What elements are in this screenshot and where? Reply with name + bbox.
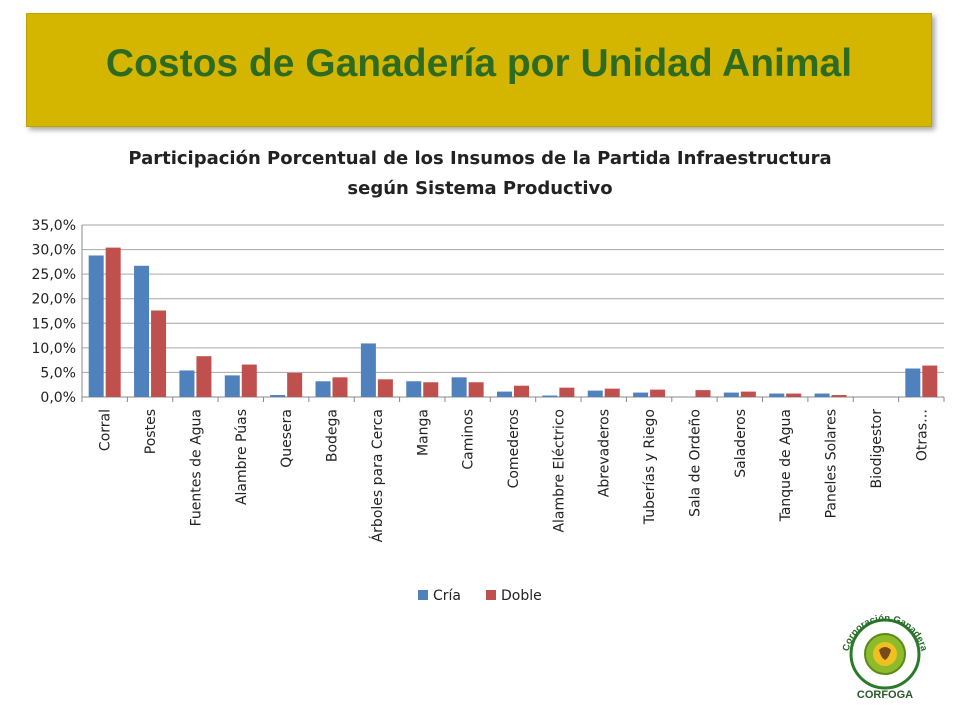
x-category-label: Bodega xyxy=(325,409,341,462)
bar-cria xyxy=(633,392,649,397)
legend-label-doble: Doble xyxy=(501,588,542,604)
title-banner: Costos de Ganadería por Unidad Animal xyxy=(26,13,932,127)
bar-doble xyxy=(105,247,121,397)
y-tick-label: 20,0% xyxy=(32,292,76,308)
x-category-label: Alambre Eléctrico xyxy=(551,409,567,533)
x-category-label: Otras… xyxy=(914,409,930,461)
x-category-label: Postes xyxy=(143,409,159,454)
y-tick-label: 30,0% xyxy=(32,243,76,259)
bar-cria xyxy=(723,392,739,397)
bar-cria xyxy=(587,390,603,397)
chart-title-line-2: según Sistema Productivo xyxy=(347,178,613,199)
bar-doble xyxy=(740,391,756,397)
x-category-label: Corral xyxy=(98,409,114,451)
bar-cria xyxy=(88,255,104,397)
bar-doble xyxy=(922,365,938,397)
bar-doble xyxy=(831,395,847,397)
bar-cria xyxy=(224,375,240,397)
x-category-label: Sala de Ordeño xyxy=(687,409,703,517)
x-category-label: Comederos xyxy=(506,409,522,488)
bar-doble xyxy=(287,372,303,397)
x-category-label: Fuentes de Agua xyxy=(188,409,204,526)
bar-doble xyxy=(695,390,711,397)
y-tick-label: 5,0% xyxy=(40,365,76,381)
x-category-label: Árboles para Cerca xyxy=(369,409,386,542)
bar-doble xyxy=(468,382,484,397)
bar-cria xyxy=(270,395,286,397)
bar-doble xyxy=(241,364,257,397)
legend-swatch-doble xyxy=(486,590,496,600)
bar-doble xyxy=(604,388,620,397)
x-category-label: Caminos xyxy=(461,409,477,470)
x-category-label: Manga xyxy=(415,409,431,456)
bar-doble xyxy=(151,310,167,397)
bar-cria xyxy=(406,381,422,397)
x-category-label: Tanque de Agua xyxy=(778,409,794,522)
bar-cria xyxy=(497,391,512,397)
chart-title-line-1: Participación Porcentual de los Insumos … xyxy=(128,148,832,169)
y-tick-label: 0,0% xyxy=(40,390,76,406)
bar-doble xyxy=(650,389,666,397)
logo-text-bottom: CORFOGA xyxy=(857,689,913,701)
bar-doble xyxy=(559,387,575,397)
bar-cria xyxy=(179,370,195,397)
bar-doble xyxy=(196,356,212,397)
bar-cria xyxy=(814,393,830,397)
x-category-label: Alambre Púas xyxy=(234,409,250,505)
y-tick-label: 35,0% xyxy=(32,218,76,234)
legend-swatch-cria xyxy=(418,590,428,600)
bar-doble xyxy=(786,393,802,397)
page-title: Costos de Ganadería por Unidad Animal xyxy=(105,42,853,85)
chart-title: Participación Porcentual de los Insumos … xyxy=(80,144,880,204)
y-tick-label: 15,0% xyxy=(32,316,76,332)
bar-cria xyxy=(905,368,921,397)
x-category-label: Quesera xyxy=(279,409,295,468)
x-category-label: Tuberías y Riego xyxy=(642,409,658,525)
y-tick-label: 10,0% xyxy=(32,341,76,357)
bar-cria xyxy=(315,381,331,397)
bar-cria xyxy=(134,265,150,397)
x-category-label: Biodigestor xyxy=(869,409,885,489)
bar-cria xyxy=(542,395,558,397)
x-category-label: Saladeros xyxy=(733,409,749,478)
gear-icon xyxy=(849,618,921,690)
bar-doble xyxy=(332,377,348,397)
bar-doble xyxy=(514,385,529,397)
bar-doble xyxy=(377,379,393,397)
legend-label-cria: Cría xyxy=(433,588,461,604)
bar-doble xyxy=(423,382,439,397)
x-category-label: Paneles Solares xyxy=(824,409,840,518)
bar-cria xyxy=(451,377,467,397)
bar-cria xyxy=(769,393,785,397)
x-category-label: Abrevaderos xyxy=(597,409,613,497)
y-tick-label: 25,0% xyxy=(32,267,76,283)
bar-cria xyxy=(360,343,376,397)
corfoga-logo: Corporación Ganadera CORFOGA xyxy=(841,613,930,701)
